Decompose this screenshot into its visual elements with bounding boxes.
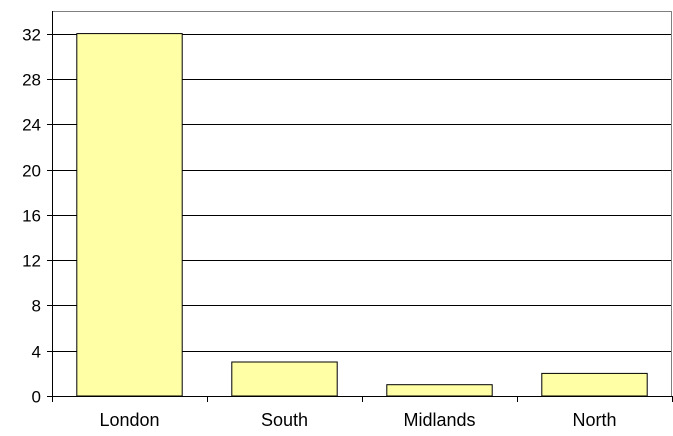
x-category-label: South bbox=[261, 410, 308, 430]
bar-north bbox=[541, 372, 648, 397]
bar-midlands bbox=[386, 384, 493, 397]
bar-south bbox=[231, 361, 338, 397]
y-tick-label: 24 bbox=[22, 116, 41, 135]
bar-london bbox=[76, 33, 183, 397]
y-tick-label: 12 bbox=[22, 252, 41, 271]
y-tick-label: 20 bbox=[22, 162, 41, 181]
y-tick-label: 4 bbox=[32, 343, 41, 362]
axes bbox=[47, 11, 673, 402]
y-tick-label: 28 bbox=[22, 71, 41, 90]
x-category-label: North bbox=[572, 410, 616, 430]
y-tick-label: 32 bbox=[22, 26, 41, 45]
axis-labels: 0 4 8 12 16 20 24 28 32 London South Midlands North bbox=[22, 26, 616, 431]
y-tick-label: 0 bbox=[32, 388, 41, 407]
x-category-label: London bbox=[99, 410, 159, 430]
x-category-label: Midlands bbox=[403, 410, 475, 430]
y-tick-label: 8 bbox=[32, 297, 41, 316]
y-tick-label: 16 bbox=[22, 207, 41, 226]
bars bbox=[76, 33, 648, 397]
